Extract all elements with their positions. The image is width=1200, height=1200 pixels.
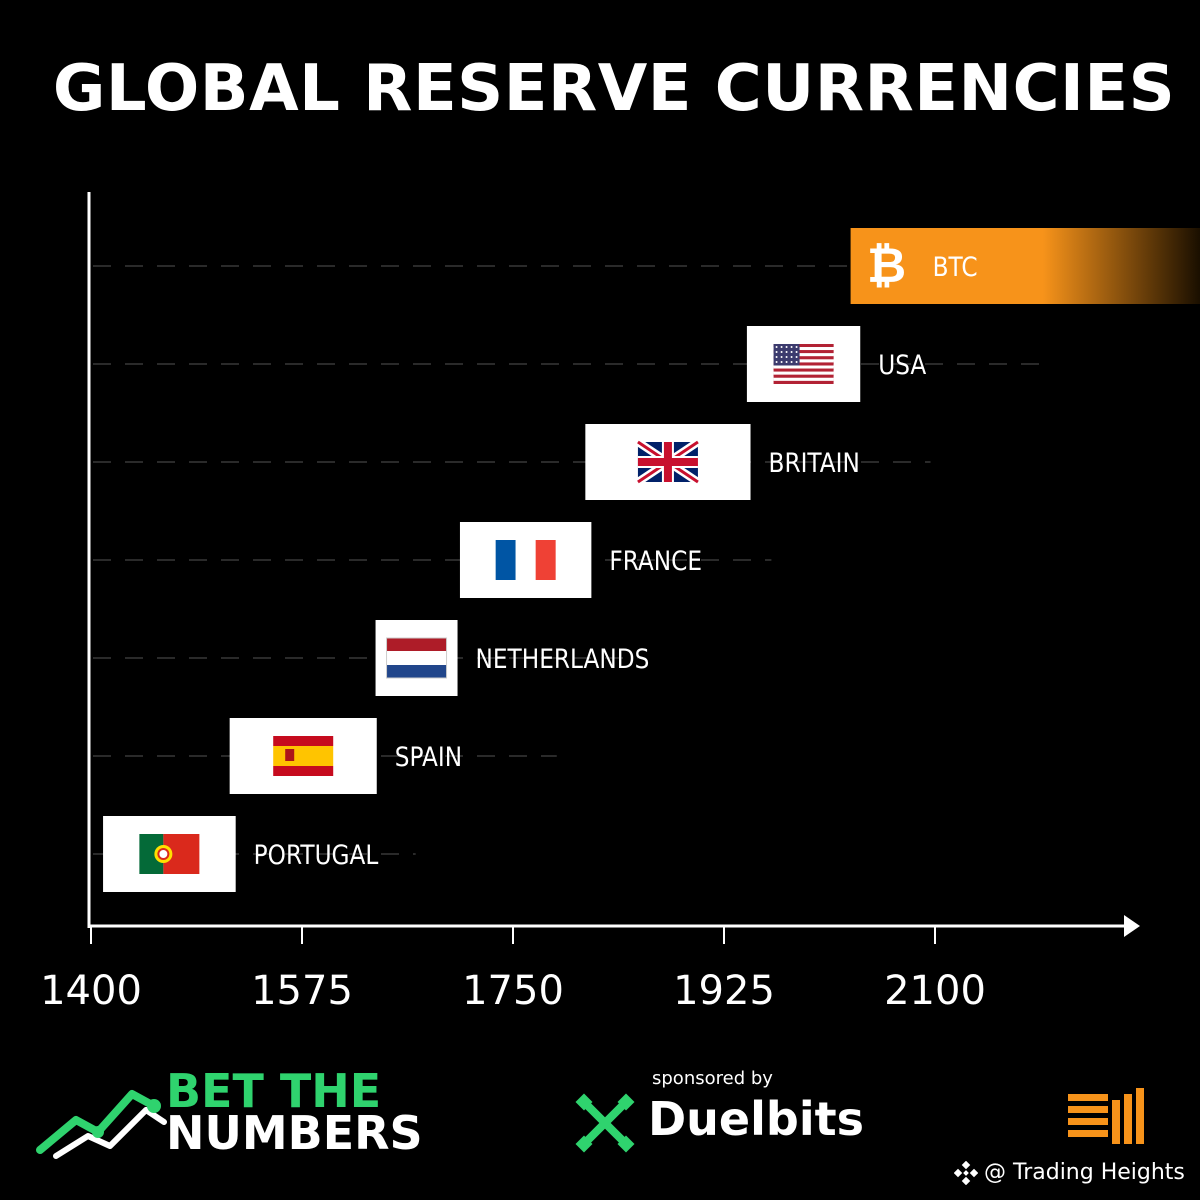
watermark: @ Trading Heights xyxy=(954,1160,1185,1185)
watermark-text: @ Trading Heights xyxy=(984,1160,1185,1185)
chart-title: GLOBAL RESERVE CURRENCIES xyxy=(52,52,1176,126)
bar-btc xyxy=(850,228,1200,304)
france-flag xyxy=(495,540,556,580)
bar-label-spain: SPAIN xyxy=(395,741,462,772)
bet-the-numbers-chart-icon xyxy=(36,1090,167,1159)
reserve-currency-chart: PORTUGAL SPAIN NETHERLANDS FRANCE BRITAIN USA… xyxy=(40,192,1200,1014)
portugal-flag xyxy=(139,834,200,874)
x-tick-label-2100: 2100 xyxy=(884,968,986,1014)
diamond-logo-icon xyxy=(954,1161,978,1185)
x-tick-label-1925: 1925 xyxy=(673,968,775,1014)
logo-line2: NUMBERS xyxy=(166,1106,423,1160)
bar-label-britain: BRITAIN xyxy=(769,447,860,478)
bar-label-france: FRANCE xyxy=(609,545,702,576)
brand-bars-icon xyxy=(1068,1088,1144,1144)
x-tick-label-1575: 1575 xyxy=(251,968,353,1014)
usa-flag xyxy=(773,344,834,384)
bar-label-usa: USA xyxy=(878,349,927,380)
britain-flag xyxy=(635,438,701,486)
x-tick-label-1400: 1400 xyxy=(40,968,142,1014)
bar-label-btc: BTC xyxy=(933,251,978,282)
bar-label-netherlands: NETHERLANDS xyxy=(476,643,650,674)
sponsor-name: Duelbits xyxy=(648,1092,864,1146)
bet-the-numbers-logo: BET THE NUMBERS xyxy=(166,1064,423,1160)
bitcoin-icon: ₿ xyxy=(867,238,906,294)
spain-flag xyxy=(273,736,334,776)
sponsor-label: sponsored by xyxy=(652,1068,773,1089)
duelbits-icon xyxy=(575,1093,635,1153)
x-axis-arrow-icon xyxy=(1124,915,1140,937)
x-tick-label-1750: 1750 xyxy=(462,968,564,1014)
logo-line1: BET THE xyxy=(166,1064,382,1118)
bar-label-portugal: PORTUGAL xyxy=(254,839,379,870)
netherlands-flag xyxy=(386,637,448,679)
svg-text:₿: ₿ xyxy=(867,238,906,294)
